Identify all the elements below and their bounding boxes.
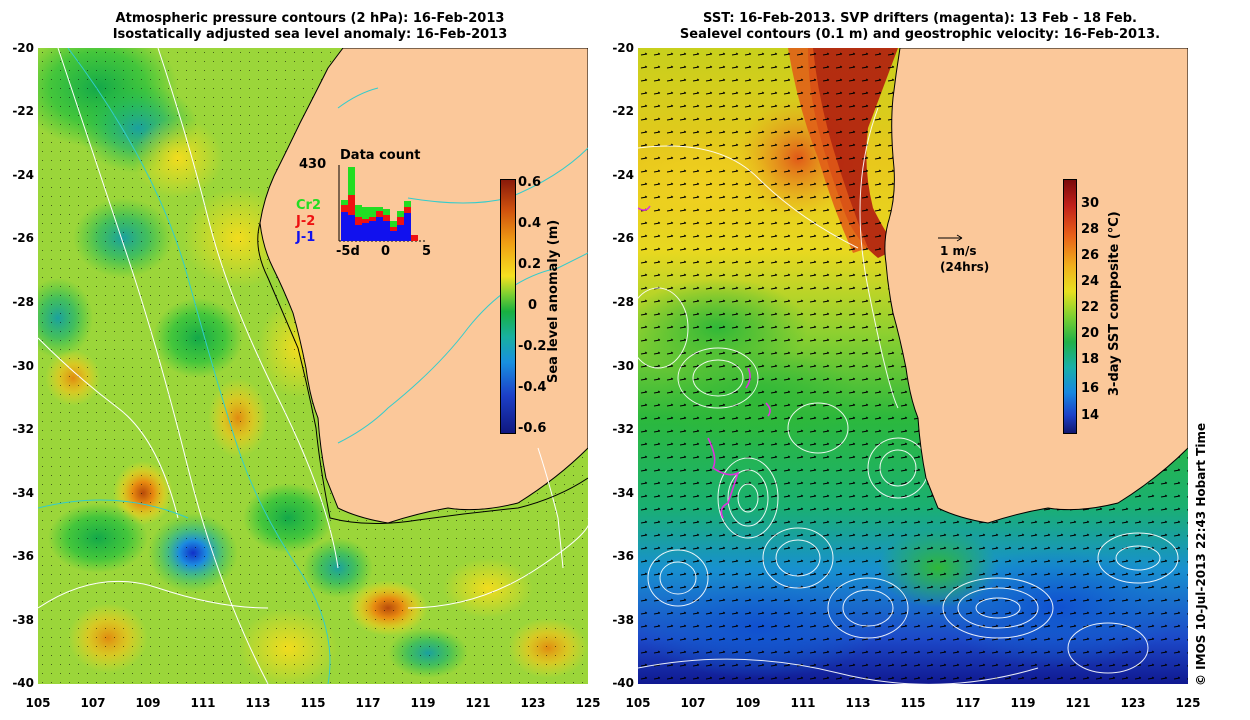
left-ytick: -22 [12, 104, 34, 118]
sst-colorbar [1063, 179, 1077, 434]
inset-title: Data count [340, 148, 421, 163]
left-xtick: 111 [190, 696, 216, 710]
inset-legend-cr2: Cr2 [296, 198, 321, 213]
copyright-note: © IMOS 10-Jul-2013 22:43 Hobart Time [1194, 422, 1208, 686]
right-ytick: -26 [612, 231, 634, 245]
inset-xtick-5: 5 [422, 244, 432, 259]
left-cb-tick-0.6: 0.6 [518, 175, 542, 190]
right-ytick: -34 [612, 486, 634, 500]
right-cb-tick-22: 22 [1081, 300, 1100, 315]
right-colorbar-label: 3-day SST composite (°C) [1107, 211, 1122, 396]
right-xtick: 107 [680, 696, 706, 710]
left-cb-tick-0.2: 0.2 [518, 257, 542, 272]
drifter-tracks [638, 205, 771, 519]
data-count-histogram [338, 165, 426, 242]
left-xtick: 115 [300, 696, 326, 710]
left-ytick: -40 [12, 676, 34, 690]
right-cb-tick-16: 16 [1081, 381, 1100, 396]
left-ytick: -24 [12, 168, 34, 182]
inset-xtick-0: 0 [381, 244, 391, 259]
left-xtick: 109 [135, 696, 161, 710]
left-ytick: -38 [12, 613, 34, 627]
left-colorbar-label: Sea level anomaly (m) [546, 219, 561, 383]
left-ytick: -32 [12, 422, 34, 436]
left-xtick: 125 [575, 696, 601, 710]
right-ytick: -36 [612, 549, 634, 563]
right-ytick: -24 [612, 168, 634, 182]
left-title-line2: Isostatically adjusted sea level anomaly… [112, 27, 508, 42]
left-cb-tick-neg0.2: -0.2 [518, 339, 547, 354]
left-cb-tick-0: 0 [528, 298, 538, 313]
left-xtick: 107 [80, 696, 106, 710]
right-xtick: 117 [955, 696, 981, 710]
left-xtick: 105 [25, 696, 51, 710]
right-xtick: 119 [1010, 696, 1036, 710]
left-xtick: 123 [520, 696, 546, 710]
right-xtick: 125 [1175, 696, 1201, 710]
left-xtick: 113 [245, 696, 271, 710]
right-xtick: 121 [1065, 696, 1091, 710]
right-title-line2: Sealevel contours (0.1 m) and geostrophi… [679, 27, 1161, 42]
right-ytick: -40 [612, 676, 634, 690]
left-xtick: 117 [355, 696, 381, 710]
right-cb-tick-30: 30 [1081, 196, 1100, 211]
right-cb-tick-20: 20 [1081, 326, 1100, 341]
velocity-scale-label: 1 m/s [940, 244, 977, 258]
right-ytick: -20 [612, 41, 634, 55]
left-xtick: 121 [465, 696, 491, 710]
right-title-line1: SST: 16-Feb-2013. SVP drifters (magenta)… [703, 11, 1137, 26]
right-ytick: -22 [612, 104, 634, 118]
right-ytick: -30 [612, 359, 634, 373]
left-ytick: -30 [12, 359, 34, 373]
right-cb-tick-18: 18 [1081, 352, 1100, 367]
histogram-bars [341, 167, 418, 241]
left-ytick: -26 [12, 231, 34, 245]
sst-field [638, 48, 1188, 684]
velocity-scale-arrow [938, 234, 963, 242]
left-title-line1: Atmospheric pressure contours (2 hPa): 1… [115, 11, 505, 26]
right-ytick: -28 [612, 295, 634, 309]
inset-legend-j2: J-2 [296, 214, 316, 229]
right-xtick: 111 [790, 696, 816, 710]
left-cb-tick-neg0.4: -0.4 [518, 380, 547, 395]
right-cb-tick-24: 24 [1081, 274, 1100, 289]
right-cb-tick-26: 26 [1081, 248, 1100, 263]
inset-xtick-neg5: -5d [336, 244, 360, 259]
right-ytick: -38 [612, 613, 634, 627]
left-ytick: -20 [12, 41, 34, 55]
right-xtick: 113 [845, 696, 871, 710]
sea-level-contours [638, 107, 1179, 684]
right-xtick: 109 [735, 696, 761, 710]
left-cb-tick-neg0.6: -0.6 [518, 421, 547, 436]
inset-max-count: 430 [299, 157, 327, 172]
right-xtick: 123 [1120, 696, 1146, 710]
left-ytick: -28 [12, 295, 34, 309]
velocity-scale-note: (24hrs) [940, 260, 990, 274]
left-cb-tick-0.4: 0.4 [518, 216, 542, 231]
data-count-inset: Data count 430 Cr2 J-2 J-1 -5d 0 5 [286, 145, 436, 265]
left-xtick: 119 [410, 696, 436, 710]
right-xtick: 115 [900, 696, 926, 710]
right-ytick: -32 [612, 422, 634, 436]
sst-map [638, 48, 1188, 684]
right-cb-tick-14: 14 [1081, 408, 1100, 423]
right-xtick: 105 [625, 696, 651, 710]
left-ytick: -34 [12, 486, 34, 500]
left-ytick: -36 [12, 549, 34, 563]
right-cb-tick-28: 28 [1081, 222, 1100, 237]
sea-level-colorbar [500, 179, 516, 434]
inset-legend-j1: J-1 [296, 230, 316, 245]
